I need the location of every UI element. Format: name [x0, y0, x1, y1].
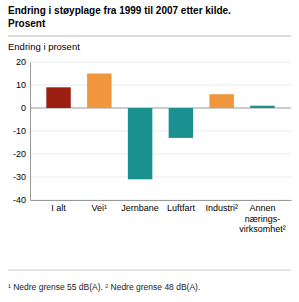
- text-line: virksomhet²: [239, 224, 286, 234]
- y-tick: -30: [13, 172, 30, 182]
- bar: [46, 87, 70, 108]
- title: Endring i støyplage fra 1999 til 2007 et…: [8, 5, 231, 29]
- text-line: ¹ Nedre grense 55 dB(A). ² Nedre grense …: [8, 282, 200, 292]
- y-tick: 0: [21, 103, 30, 113]
- text-line: Jernbane: [121, 203, 159, 213]
- x-tick: Annennærings-virksomhet²: [239, 200, 286, 234]
- bars: [46, 74, 274, 180]
- y-tick-label: 0: [21, 103, 26, 113]
- x-tick: Jernbane: [121, 200, 159, 213]
- x-tick-label: Vei¹: [92, 203, 108, 213]
- y-axis: -40 -30 -20 -10 0 10 20: [13, 57, 31, 205]
- x-tick-label: I alt: [51, 203, 66, 213]
- y-tick: 10: [16, 80, 30, 90]
- x-tick-label: Jernbane: [121, 203, 159, 213]
- y-tick-label: 20: [16, 57, 26, 67]
- grid-line: [30, 85, 291, 86]
- y-tick: -40: [13, 195, 30, 205]
- footnote: ¹ Nedre grense 55 dB(A). ² Nedre grense …: [8, 282, 200, 292]
- y-tick: -20: [13, 149, 30, 159]
- y-tick-label: -40: [13, 195, 26, 205]
- x-tick-label: Luftfart: [167, 203, 196, 213]
- grid-line: [30, 177, 291, 178]
- x-tick: Luftfart: [167, 200, 196, 213]
- y-tick-label: -20: [13, 149, 26, 159]
- grid-line: [30, 200, 291, 201]
- y-axis-line: [30, 63, 31, 201]
- grid-line: [30, 154, 291, 155]
- bar: [87, 74, 111, 109]
- y-tick: 20: [16, 57, 30, 67]
- text-line: Industri²: [205, 203, 238, 213]
- y-tick-label: -10: [13, 126, 26, 136]
- bar: [209, 94, 233, 108]
- text-line: nærings-: [245, 214, 281, 224]
- x-axis: I altVei¹JernbaneLuftfartIndustri²Annenn…: [31, 200, 292, 234]
- x-axis-line: [31, 200, 292, 201]
- chart: Endring i støyplage fra 1999 til 2007 et…: [0, 0, 299, 302]
- grid: [30, 62, 291, 200]
- bar: [128, 108, 152, 179]
- y-axis-label: Endring i prosent: [8, 41, 80, 52]
- text-line: Luftfart: [167, 203, 196, 213]
- x-tick-label: Annennærings-virksomhet²: [239, 203, 286, 234]
- text-line: Endring i støyplage fra 1999 til 2007 et…: [8, 5, 231, 16]
- x-tick: I alt: [51, 200, 66, 213]
- text-line: Prosent: [8, 18, 46, 29]
- text-line: Vei¹: [92, 203, 108, 213]
- grid-line: [30, 62, 291, 63]
- title-rule: [8, 36, 291, 37]
- y-tick: -10: [13, 126, 30, 136]
- bar: [250, 106, 274, 108]
- footnote-rule: [8, 270, 291, 271]
- text-line: I alt: [51, 203, 66, 213]
- y-tick-label: 10: [16, 80, 26, 90]
- bar: [169, 108, 193, 138]
- x-tick-label: Industri²: [205, 203, 238, 213]
- x-tick: Industri²: [205, 200, 238, 213]
- x-tick: Vei¹: [92, 200, 108, 213]
- grid-line: [30, 131, 291, 132]
- y-tick-label: -30: [13, 172, 26, 182]
- text-line: Annen: [249, 203, 275, 213]
